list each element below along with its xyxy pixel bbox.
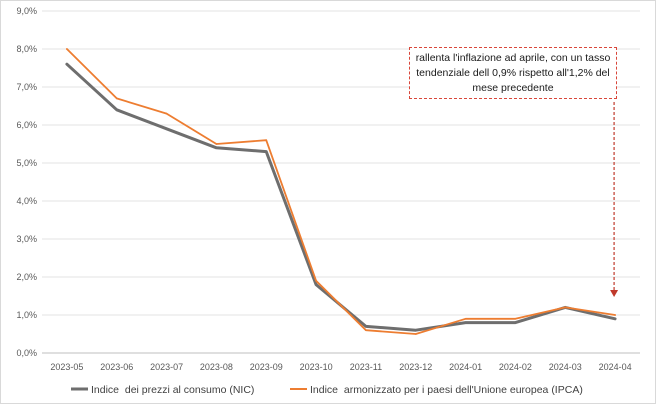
data-point <box>66 63 68 65</box>
data-point <box>414 329 417 332</box>
data-point <box>315 280 317 282</box>
data-point <box>66 48 68 50</box>
x-tick-label: 2023-07 <box>150 362 183 372</box>
legend-label: Indice dei prezzi al consumo (NIC) <box>91 384 254 396</box>
y-tick-label: 9,0% <box>16 6 37 16</box>
x-tick-label: 2023-05 <box>50 362 83 372</box>
y-tick-label: 0,0% <box>16 348 37 358</box>
series-lines <box>65 48 617 335</box>
x-tick-label: 2023-06 <box>100 362 133 372</box>
x-tick-label: 2023-09 <box>250 362 283 372</box>
x-tick-label: 2024-04 <box>599 362 632 372</box>
data-point <box>365 329 367 332</box>
annotation-box: rallenta l'inflazione ad aprile, con un … <box>409 47 617 99</box>
x-axis-ticks: 2023-05 2023-06 2023-07 2023-08 2023-09 2023-… <box>50 362 631 372</box>
data-point <box>564 306 567 309</box>
data-point <box>165 112 168 115</box>
arrow-head <box>610 290 619 297</box>
x-tick-label: 2023-11 <box>350 362 382 372</box>
data-point <box>215 143 218 145</box>
data-point <box>464 318 467 320</box>
x-tick-label: 2024-01 <box>449 362 482 372</box>
data-point <box>315 283 317 286</box>
x-tick-label: 2024-02 <box>499 362 532 372</box>
annotation-arrow <box>610 102 619 297</box>
data-point <box>265 150 268 153</box>
x-tick-label: 2023-08 <box>200 362 233 372</box>
y-axis-ticks: 0,0% 1,0% 2,0% 3,0% 4,0% 5,0% 6,0% 7,0% 8,0% 9,0% <box>16 6 37 358</box>
data-point <box>165 128 168 130</box>
data-point <box>464 321 467 324</box>
data-point <box>514 321 517 324</box>
annotation-text: rallenta l'inflazione ad aprile, con un … <box>415 52 611 94</box>
data-point <box>614 318 616 320</box>
series-line <box>66 48 616 335</box>
data-point <box>514 318 517 320</box>
gridlines <box>42 10 640 354</box>
y-tick-label: 4,0% <box>16 196 37 206</box>
legend: Indice dei prezzi al consumo (NIC) Indice… <box>71 384 583 396</box>
y-tick-label: 2,0% <box>16 272 37 282</box>
data-point <box>365 325 367 328</box>
data-point <box>414 333 417 335</box>
y-tick-label: 3,0% <box>16 234 37 244</box>
data-point <box>215 147 218 149</box>
data-point <box>265 139 268 141</box>
data-point <box>115 109 118 111</box>
y-tick-label: 8,0% <box>16 44 37 54</box>
series-line <box>65 62 617 332</box>
data-point <box>614 314 616 316</box>
x-tick-label: 2023-12 <box>399 362 432 372</box>
y-tick-label: 1,0% <box>16 310 37 320</box>
y-tick-label: 7,0% <box>16 82 37 92</box>
y-tick-label: 6,0% <box>16 120 37 130</box>
x-tick-label: 2024-03 <box>549 362 582 372</box>
x-tick-label: 2023-10 <box>300 362 333 372</box>
data-point <box>115 97 118 100</box>
legend-label: Indice armonizzato per i paesi dell'Unio… <box>310 384 583 396</box>
y-tick-label: 5,0% <box>16 158 37 168</box>
